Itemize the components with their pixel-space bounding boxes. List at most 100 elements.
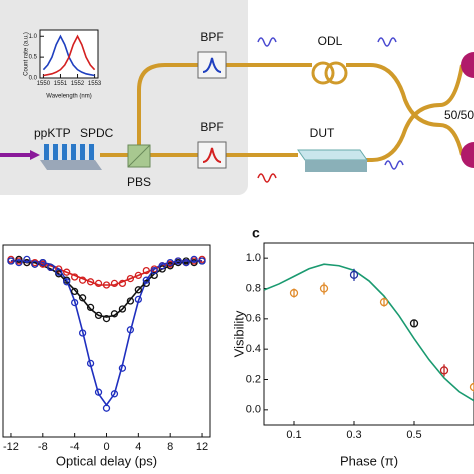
fibers bbox=[100, 63, 464, 162]
data-point bbox=[23, 258, 31, 267]
y-tick-label: 0.6 bbox=[246, 313, 261, 325]
x-tick-label: 0.3 bbox=[346, 429, 361, 441]
data-point bbox=[86, 278, 95, 286]
data-point bbox=[110, 310, 119, 318]
y-axis-title: Count rate (a.u.) bbox=[24, 32, 30, 76]
coupler-label: 50/50 bbox=[444, 108, 474, 122]
wave-packets bbox=[257, 37, 404, 183]
data-point bbox=[94, 388, 103, 396]
data-point bbox=[7, 257, 15, 265]
data-point bbox=[182, 258, 190, 267]
data-point bbox=[71, 273, 79, 281]
x-tick-label: 12 bbox=[196, 441, 208, 453]
data-point bbox=[102, 404, 111, 412]
data-point bbox=[469, 382, 474, 392]
data-point bbox=[166, 258, 174, 267]
data-point bbox=[439, 366, 449, 375]
data-point bbox=[134, 271, 142, 280]
plot-frame bbox=[2, 244, 211, 438]
data-point bbox=[126, 297, 135, 305]
y-tick-label: 0.0 bbox=[29, 76, 38, 82]
data-point bbox=[55, 265, 63, 273]
x-tick-label: 0.5 bbox=[406, 429, 421, 441]
data-point bbox=[349, 270, 359, 280]
plot-frame bbox=[39, 29, 99, 79]
x-axis-title: Optical delay (ps) bbox=[56, 453, 157, 468]
data-point bbox=[150, 271, 158, 280]
data-point bbox=[289, 288, 299, 298]
x-tick-label: -4 bbox=[70, 441, 80, 453]
pbs-label: PBS bbox=[127, 175, 151, 189]
pbs-diagonal bbox=[127, 144, 151, 168]
data-point bbox=[409, 319, 419, 328]
data-point bbox=[158, 262, 166, 270]
y-tick-label: 0.2 bbox=[246, 373, 261, 385]
data-point bbox=[78, 276, 87, 284]
data-point bbox=[94, 279, 103, 288]
data-point bbox=[190, 255, 198, 264]
data-point bbox=[118, 364, 127, 372]
filter-top bbox=[197, 51, 227, 79]
data-point bbox=[158, 265, 166, 273]
data-point bbox=[126, 326, 135, 334]
data-point bbox=[15, 258, 23, 267]
detector-bottom bbox=[461, 142, 474, 168]
data-point bbox=[86, 303, 95, 312]
data-point bbox=[63, 278, 71, 286]
data-point bbox=[31, 260, 39, 268]
data-point bbox=[118, 305, 127, 313]
data-point bbox=[319, 284, 329, 293]
data-point bbox=[166, 262, 174, 270]
x-tick-label: 0 bbox=[103, 441, 109, 453]
filter-bottom-peak bbox=[202, 147, 222, 163]
filter-top-peak bbox=[202, 57, 222, 73]
data-point bbox=[134, 295, 142, 304]
data-point bbox=[174, 257, 182, 265]
detector-top bbox=[461, 52, 474, 78]
data-point bbox=[102, 314, 111, 323]
y-axis-title: Visibility bbox=[231, 310, 246, 357]
odl-label: ODL bbox=[318, 34, 343, 48]
plot-frame bbox=[263, 242, 474, 426]
data-point bbox=[379, 297, 389, 307]
crystal-label: ppKTP bbox=[34, 126, 71, 140]
data-point bbox=[110, 279, 119, 288]
delay-loops bbox=[311, 61, 348, 85]
data-point bbox=[102, 281, 111, 289]
data-point bbox=[71, 298, 79, 307]
bpf-top-label: BPF bbox=[200, 30, 223, 44]
data-point bbox=[118, 279, 127, 288]
dut-top bbox=[297, 149, 368, 161]
data-point bbox=[94, 311, 103, 320]
y-tick-label: 0.0 bbox=[246, 404, 261, 416]
dut-label: DUT bbox=[310, 126, 335, 140]
x-tick-label: 4 bbox=[135, 441, 141, 453]
data-point bbox=[110, 390, 119, 398]
y-tick-label: 0.4 bbox=[246, 343, 261, 355]
panel-label: c bbox=[252, 225, 260, 241]
data-point bbox=[55, 268, 63, 276]
x-tick-label: -12 bbox=[3, 441, 19, 453]
dut-side bbox=[305, 160, 367, 172]
fit-line bbox=[10, 260, 203, 286]
data-point bbox=[71, 287, 79, 296]
y-tick-label: 1.0 bbox=[246, 252, 261, 264]
x-axis-title: Wavelength (nm) bbox=[46, 94, 91, 100]
x-tick-label: 0.1 bbox=[286, 429, 301, 441]
data-point bbox=[63, 268, 71, 276]
data-point bbox=[190, 258, 198, 267]
data-point bbox=[150, 266, 158, 275]
x-tick-label: 1551 bbox=[54, 81, 68, 87]
data-point bbox=[142, 276, 150, 284]
data-point bbox=[23, 255, 31, 264]
data-point bbox=[126, 274, 135, 283]
y-tick-label: 0.5 bbox=[29, 55, 38, 61]
crystal-base bbox=[40, 160, 102, 170]
data-point bbox=[86, 359, 95, 368]
data-point bbox=[142, 279, 150, 288]
data-point bbox=[47, 263, 55, 272]
series-line bbox=[43, 34, 96, 77]
data-point bbox=[198, 257, 206, 265]
data-point bbox=[134, 286, 142, 294]
